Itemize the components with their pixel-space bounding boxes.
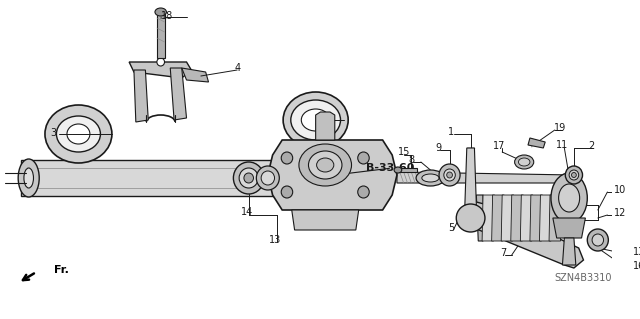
Ellipse shape xyxy=(559,184,580,212)
Ellipse shape xyxy=(551,173,588,223)
Polygon shape xyxy=(563,238,576,265)
Ellipse shape xyxy=(56,116,100,152)
Ellipse shape xyxy=(358,186,369,198)
Text: 16: 16 xyxy=(633,261,640,271)
Ellipse shape xyxy=(588,229,609,251)
Polygon shape xyxy=(553,218,586,238)
Text: B-33-60: B-33-60 xyxy=(366,163,415,173)
Polygon shape xyxy=(170,68,186,120)
Ellipse shape xyxy=(283,92,348,148)
Text: 19: 19 xyxy=(554,123,566,133)
Polygon shape xyxy=(465,148,476,205)
Polygon shape xyxy=(129,62,191,78)
Ellipse shape xyxy=(155,8,166,16)
Polygon shape xyxy=(398,168,417,172)
Ellipse shape xyxy=(439,164,460,186)
Text: 10: 10 xyxy=(614,185,626,195)
Ellipse shape xyxy=(281,186,292,198)
Ellipse shape xyxy=(244,173,253,183)
Ellipse shape xyxy=(299,144,351,186)
Polygon shape xyxy=(157,12,164,58)
Ellipse shape xyxy=(257,166,279,190)
Polygon shape xyxy=(21,160,316,196)
Polygon shape xyxy=(308,148,323,170)
Polygon shape xyxy=(476,195,483,241)
Ellipse shape xyxy=(394,167,402,173)
Polygon shape xyxy=(511,195,524,241)
Text: 4: 4 xyxy=(234,63,240,73)
Polygon shape xyxy=(528,138,545,148)
Text: 9: 9 xyxy=(435,143,441,153)
Ellipse shape xyxy=(447,172,452,178)
Polygon shape xyxy=(501,195,514,241)
Text: 13: 13 xyxy=(269,235,282,245)
Polygon shape xyxy=(311,160,330,196)
Ellipse shape xyxy=(281,152,292,164)
Polygon shape xyxy=(492,195,504,241)
Text: 13: 13 xyxy=(633,247,640,257)
Ellipse shape xyxy=(45,105,112,163)
Ellipse shape xyxy=(515,155,534,169)
Text: 12: 12 xyxy=(614,208,626,218)
Ellipse shape xyxy=(444,169,455,181)
Polygon shape xyxy=(316,112,335,140)
Ellipse shape xyxy=(456,204,485,232)
Polygon shape xyxy=(540,195,552,241)
Text: 14: 14 xyxy=(241,207,253,217)
Polygon shape xyxy=(292,210,358,230)
Ellipse shape xyxy=(518,158,530,166)
Ellipse shape xyxy=(67,124,90,144)
Text: SZN4B3310: SZN4B3310 xyxy=(555,273,612,283)
Ellipse shape xyxy=(239,168,259,188)
Text: 17: 17 xyxy=(493,141,506,151)
Text: 3: 3 xyxy=(51,128,56,138)
Ellipse shape xyxy=(317,158,334,172)
Polygon shape xyxy=(530,195,542,241)
Text: Fr.: Fr. xyxy=(54,265,68,275)
Ellipse shape xyxy=(291,100,340,140)
Text: 11: 11 xyxy=(556,140,568,150)
Polygon shape xyxy=(482,195,495,241)
Text: 7: 7 xyxy=(500,248,506,258)
Ellipse shape xyxy=(592,234,604,246)
Ellipse shape xyxy=(572,173,576,177)
Ellipse shape xyxy=(308,151,342,179)
Ellipse shape xyxy=(234,162,264,194)
Ellipse shape xyxy=(565,166,582,184)
Ellipse shape xyxy=(358,152,369,164)
Text: 2: 2 xyxy=(588,141,595,151)
Text: 6: 6 xyxy=(320,113,326,123)
Polygon shape xyxy=(549,195,561,241)
Ellipse shape xyxy=(18,159,39,197)
Polygon shape xyxy=(520,195,532,241)
Polygon shape xyxy=(268,140,397,210)
Ellipse shape xyxy=(261,171,275,185)
Text: 8: 8 xyxy=(408,155,414,165)
Polygon shape xyxy=(182,68,209,82)
Polygon shape xyxy=(564,195,571,241)
Text: 1: 1 xyxy=(449,127,454,137)
Polygon shape xyxy=(461,200,584,268)
Ellipse shape xyxy=(157,58,164,66)
Text: 18: 18 xyxy=(161,11,173,21)
Ellipse shape xyxy=(24,168,33,188)
Text: 15: 15 xyxy=(397,147,410,157)
Ellipse shape xyxy=(416,170,445,186)
Polygon shape xyxy=(134,70,148,122)
Ellipse shape xyxy=(569,170,579,180)
Ellipse shape xyxy=(301,109,330,131)
Ellipse shape xyxy=(422,174,439,182)
Polygon shape xyxy=(397,172,574,183)
Text: 5: 5 xyxy=(449,223,454,233)
